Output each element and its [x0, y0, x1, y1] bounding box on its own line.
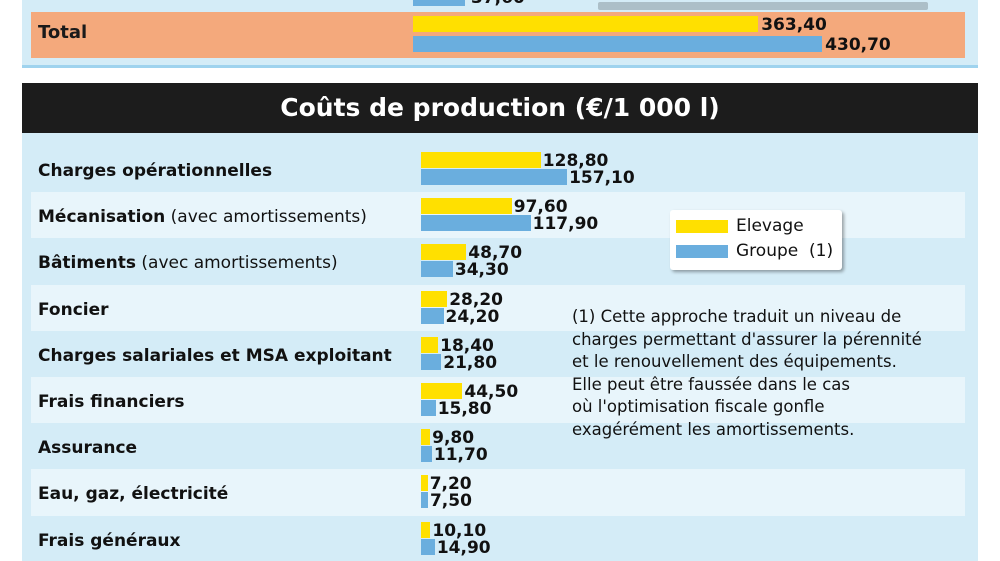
bar-elevage	[421, 198, 512, 215]
bar-elevage	[421, 521, 431, 538]
category-label: Charges salariales et MSA exploitant	[38, 346, 392, 366]
category-label: Bâtiments (avec amortissements)	[38, 253, 338, 273]
value-label-groupe: 24,20	[445, 306, 500, 327]
bar-elevage	[421, 152, 541, 168]
value-label-groupe: 14,90	[436, 537, 491, 558]
value-label-elevage: 44,50	[464, 382, 519, 402]
category-label-main: Charges salariales et MSA exploitant	[38, 345, 392, 366]
bar-elevage	[421, 290, 448, 307]
bar-elevage	[421, 383, 463, 399]
value-label-groupe: 117,90	[532, 214, 599, 235]
category-label: Frais financiers	[38, 392, 184, 412]
value-label-groupe: 34,30	[454, 260, 509, 281]
value-label-groupe: 157,10	[569, 168, 635, 188]
category-label-main: Bâtiments	[38, 253, 136, 274]
value-label-elevage: 18,40	[440, 335, 494, 356]
value-label-elevage: 48,70	[468, 243, 523, 264]
value-label-elevage: 128,80	[542, 151, 609, 171]
category-label-note: (avec amortissements)	[165, 207, 367, 228]
legend-label-elevage: Elevage	[736, 216, 804, 236]
value-label-partial: 37,60	[471, 0, 525, 7]
value-label-elevage: 9,80	[432, 428, 475, 449]
footnote-line: Elle peut être faussée dans le cas	[572, 374, 850, 394]
value-label-elevage: 97,60	[513, 197, 568, 218]
bar-total-elevage	[413, 16, 759, 32]
value-label-elevage: 28,20	[449, 289, 503, 310]
chart-title: Coûts de production (€/1 000 l)	[280, 93, 720, 122]
bar-groupe	[421, 215, 531, 232]
footnote-line: exagérément les amortissements.	[572, 419, 855, 439]
value-label-groupe: 7,50	[429, 491, 472, 512]
category-label: Eau, gaz, électricité	[38, 484, 228, 504]
value-label-elevage: 7,20	[429, 474, 472, 495]
category-label-main: Frais financiers	[38, 392, 185, 412]
legend-swatch-groupe	[676, 245, 728, 258]
value-label-elevage: 10,10	[432, 520, 487, 541]
title-bar	[22, 83, 978, 133]
bar-groupe	[421, 307, 444, 324]
total-label: Total	[38, 22, 88, 43]
category-label: Foncier	[38, 300, 109, 320]
category-label-main: Mécanisation	[38, 207, 166, 228]
category-label-note: (avec amortissements)	[135, 253, 338, 274]
category-label-main: Charges opérationnelles	[38, 161, 273, 181]
category-label: Assurance	[38, 438, 137, 458]
value-label-total-groupe: 430,70	[825, 35, 891, 55]
row-stripe	[31, 284, 965, 331]
category-label-main: Foncier	[38, 299, 109, 320]
bar-elevage	[421, 244, 467, 261]
category-label: Frais généraux	[38, 531, 181, 551]
bar-elevage	[421, 475, 428, 492]
bar-total-groupe	[413, 36, 823, 52]
value-label-total-elevage: 363,40	[761, 15, 827, 35]
category-label-main: Frais généraux	[38, 530, 181, 551]
bar-elevage	[421, 336, 439, 353]
legend: Elevage Groupe (1)	[670, 210, 842, 270]
footnote: (1) Cette approche traduit un niveau de …	[572, 306, 972, 441]
bar-groupe	[421, 169, 568, 185]
footnote-line: charges permettant d'assurer la pérennit…	[572, 329, 922, 349]
value-label-groupe: 21,80	[443, 352, 498, 373]
category-label-main: Assurance	[38, 438, 138, 459]
category-label: Charges opérationnelles	[38, 161, 272, 181]
legend-label-groupe: Groupe (1)	[736, 241, 834, 261]
row-stripe	[31, 469, 965, 516]
bar-groupe	[421, 400, 436, 416]
footnote-line: où l'optimisation fiscale gonfle	[572, 397, 825, 416]
category-label-main: Eau, gaz, électricité	[38, 484, 229, 505]
footnote-line: et le renouvellement des équipements.	[572, 352, 897, 371]
bar-groupe	[421, 261, 453, 278]
row-stripe	[31, 377, 965, 424]
category-label: Mécanisation (avec amortissements)	[38, 207, 367, 227]
footnote-line: (1) Cette approche traduit un niveau de	[572, 307, 902, 326]
cropped-text-fragment	[598, 2, 928, 10]
value-label-groupe: 15,80	[437, 399, 492, 419]
value-label-groupe: 11,70	[433, 445, 488, 466]
bar-groupe	[421, 492, 428, 509]
bar-groupe	[421, 538, 435, 555]
bar-elevage	[421, 429, 431, 446]
legend-swatch-elevage	[676, 220, 728, 233]
bar-groupe	[421, 353, 442, 370]
bar-groupe	[421, 446, 432, 463]
bar-partial-groupe	[413, 0, 465, 6]
